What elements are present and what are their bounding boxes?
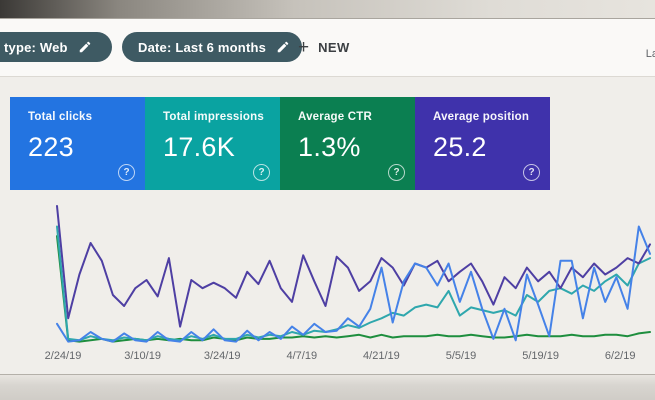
help-icon[interactable]: ?: [523, 164, 540, 181]
card-average-ctr[interactable]: Average CTR 1.3% ?: [280, 97, 415, 190]
card-average-position[interactable]: Average position 25.2 ?: [415, 97, 550, 190]
last-updated-truncated-text: La: [645, 48, 655, 60]
card-value: 223: [28, 132, 74, 162]
monitor-bottom-edge: [0, 374, 655, 400]
card-total-clicks[interactable]: Total clicks 223 ?: [10, 97, 145, 190]
card-value: 17.6K: [163, 132, 236, 162]
x-axis-tick-label: 6/2/19: [605, 350, 636, 362]
search-type-chip-label: type: Web: [4, 39, 68, 55]
x-axis-tick-label: 3/24/19: [204, 350, 241, 362]
new-filter-button-label: NEW: [318, 39, 350, 55]
card-label: Average CTR: [298, 111, 372, 123]
card-total-impressions[interactable]: Total impressions 17.6K ?: [145, 97, 280, 190]
card-label: Total impressions: [163, 111, 264, 123]
new-filter-button[interactable]: + NEW: [290, 32, 358, 62]
performance-line-chart[interactable]: 2/24/19 3/10/19 3/24/19 4/7/19 4/21/19 5/5/19…: [0, 200, 655, 370]
x-axis-tick-label: 2/24/19: [45, 350, 82, 362]
series-line-position: [56, 205, 651, 328]
monitor-top-edge: [0, 0, 655, 19]
date-range-chip-label: Date: Last 6 months: [138, 39, 267, 55]
help-icon[interactable]: ?: [388, 164, 405, 181]
help-icon[interactable]: ?: [253, 164, 270, 181]
filter-chip-search-type[interactable]: type: Web: [0, 32, 112, 62]
metric-summary-cards: Total clicks 223 ? Total impressions 17.…: [10, 97, 550, 190]
x-axis-tick-label: 4/21/19: [363, 350, 400, 362]
x-axis-tick-label: 4/7/19: [287, 350, 318, 362]
card-label: Average position: [433, 111, 530, 123]
edit-pencil-icon[interactable]: [276, 40, 290, 54]
x-axis-tick-label: 5/5/19: [446, 350, 477, 362]
plus-icon: +: [298, 36, 310, 58]
series-line-clicks: [56, 225, 651, 343]
x-axis-tick-label: 3/10/19: [124, 350, 161, 362]
series-line-ctr: [56, 235, 651, 343]
card-value: 25.2: [433, 132, 487, 162]
help-icon[interactable]: ?: [118, 164, 135, 181]
x-axis-tick-label: 5/19/19: [522, 350, 559, 362]
card-value: 1.3%: [298, 132, 361, 162]
series-line-impressions: [56, 225, 651, 342]
filter-chip-date-range[interactable]: Date: Last 6 months: [122, 32, 303, 62]
edit-pencil-icon[interactable]: [78, 40, 92, 54]
card-label: Total clicks: [28, 111, 93, 123]
filter-toolbar: type: Web Date: Last 6 months + NEW La: [0, 19, 655, 77]
